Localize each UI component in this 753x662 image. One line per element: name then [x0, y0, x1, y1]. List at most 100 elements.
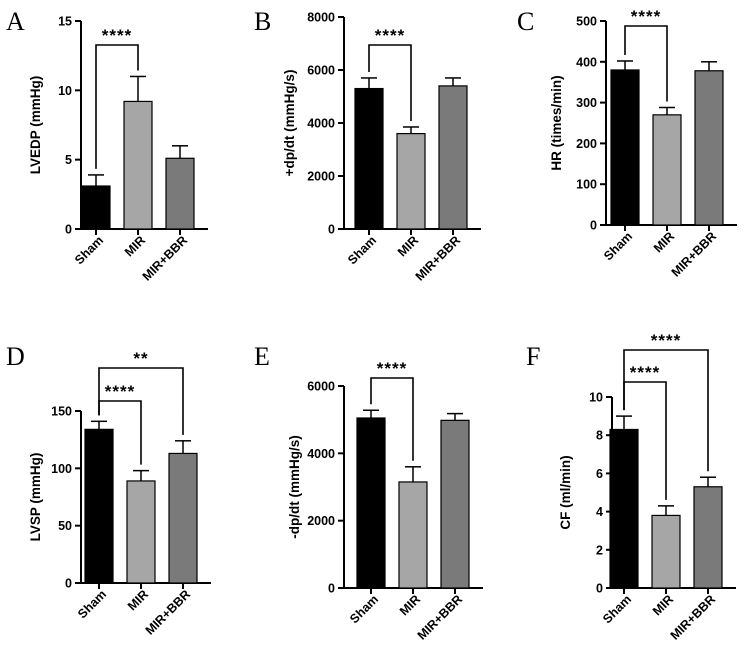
- y-tick-label: 100: [576, 178, 597, 192]
- y-tick-label: 0: [596, 582, 603, 596]
- y-tick-label: 4000: [307, 117, 335, 131]
- significance-bracket: ****: [623, 331, 709, 472]
- y-axis-label: LVEDP (mmHg): [28, 76, 43, 175]
- y-tick-label: 6: [596, 467, 603, 481]
- bar-sham: [84, 428, 114, 584]
- y-tick-label: 2: [596, 543, 603, 557]
- bar-mir-bbr: [438, 85, 468, 230]
- chart-panel-b: B +dp/dt (mmHg/s) 0 2000 4000 6000 8000 Sham MIR…: [254, 7, 481, 284]
- x-category-label: MIR: [395, 233, 421, 259]
- bar-mir-bbr: [165, 157, 195, 230]
- y-tick-label: 150: [51, 405, 72, 419]
- error-bar: [91, 420, 107, 430]
- bar-mir-bbr: [168, 452, 198, 584]
- y-tick-label: 6000: [307, 64, 335, 78]
- error-bar: [700, 476, 716, 487]
- y-tick-label: 200: [576, 137, 597, 151]
- bar-mir: [126, 480, 156, 584]
- significance-bracket: ****: [368, 26, 412, 121]
- significance-label: ****: [105, 382, 135, 401]
- y-tick-label: 300: [576, 96, 597, 110]
- bar-sham: [81, 185, 111, 230]
- chart-panel-c: C HR (times/min) 0 100 200 300 400 500 Sham MIRMI…: [517, 7, 737, 280]
- bar-sham: [610, 69, 640, 226]
- y-tick-label: 0: [65, 223, 72, 237]
- error-bar: [445, 77, 461, 86]
- significance-label: ****: [651, 331, 681, 350]
- x-category-label: Sham: [72, 233, 106, 267]
- bar-sham: [356, 417, 386, 589]
- significance-bracket: ****: [95, 26, 139, 169]
- y-axis-label: +dp/dt (mmHg/s): [282, 70, 297, 177]
- y-tick-label: 0: [590, 219, 597, 233]
- bar-mir: [123, 100, 153, 230]
- error-bar: [172, 145, 188, 159]
- bar-sham: [354, 87, 384, 230]
- panel-letter: B: [254, 7, 271, 36]
- y-tick-label: 5: [65, 153, 72, 167]
- panel-letter: C: [517, 7, 534, 36]
- significance-line: [370, 377, 414, 461]
- y-tick-label: 4: [596, 505, 603, 519]
- x-category-label: MIR+BBR: [143, 587, 193, 637]
- significance-line: [95, 44, 139, 169]
- x-category-label: MIR: [397, 592, 423, 618]
- y-tick-label: 10: [58, 84, 72, 98]
- significance-label: ****: [102, 26, 132, 45]
- significance-bracket: ****: [624, 7, 668, 102]
- significance-line: [98, 367, 184, 435]
- x-category-label: Sham: [600, 592, 634, 626]
- significance-label: ****: [630, 363, 660, 382]
- panel-letter: F: [526, 342, 540, 371]
- y-tick-label: 8000: [307, 11, 335, 25]
- bar-sham: [609, 428, 639, 589]
- panel-letter: A: [6, 7, 25, 36]
- x-category-label: MIR+BBR: [413, 233, 463, 283]
- y-tick-label: 8: [596, 429, 603, 443]
- significance-bracket: ****: [370, 359, 414, 461]
- y-tick-label: 6000: [307, 380, 335, 394]
- y-tick-label: 100: [51, 462, 72, 476]
- x-category-label: Sham: [347, 592, 381, 626]
- significance-label: ****: [375, 26, 405, 45]
- x-category-label: Sham: [345, 233, 379, 267]
- significance-line: [623, 349, 709, 472]
- y-tick-label: 500: [576, 15, 597, 29]
- error-bar: [659, 106, 675, 115]
- y-tick-label: 0: [65, 577, 72, 591]
- error-bar: [130, 75, 146, 102]
- error-bar: [175, 440, 191, 454]
- significance-label: ****: [377, 359, 407, 378]
- bar-mir: [398, 481, 428, 589]
- error-bar: [403, 126, 419, 134]
- y-axis-label: HR (times/min): [549, 75, 564, 170]
- y-tick-label: 0: [328, 582, 335, 596]
- bar-mir-bbr: [694, 70, 724, 226]
- panel-letter: E: [254, 342, 270, 371]
- significance-label: **: [133, 349, 148, 368]
- error-bar: [363, 409, 379, 418]
- bar-mir: [396, 133, 426, 230]
- x-category-label: MIR+BBR: [669, 229, 719, 279]
- error-bar: [658, 505, 674, 516]
- x-category-label: MIR+BBR: [668, 592, 718, 642]
- error-bar: [447, 412, 463, 421]
- significance-label: ****: [631, 7, 661, 26]
- significance-line: [368, 44, 412, 121]
- bar-mir-bbr: [693, 486, 723, 589]
- error-bar: [405, 466, 421, 482]
- y-tick-label: 400: [576, 55, 597, 69]
- x-category-label: Sham: [601, 229, 635, 263]
- y-tick-label: 4000: [307, 447, 335, 461]
- significance-bracket: **: [98, 349, 184, 435]
- y-tick-label: 10: [589, 391, 603, 405]
- error-bar: [701, 61, 717, 71]
- x-category-label: MIR: [125, 587, 151, 613]
- significance-line: [624, 25, 668, 102]
- error-bar: [361, 77, 377, 89]
- x-category-label: MIR: [651, 229, 677, 255]
